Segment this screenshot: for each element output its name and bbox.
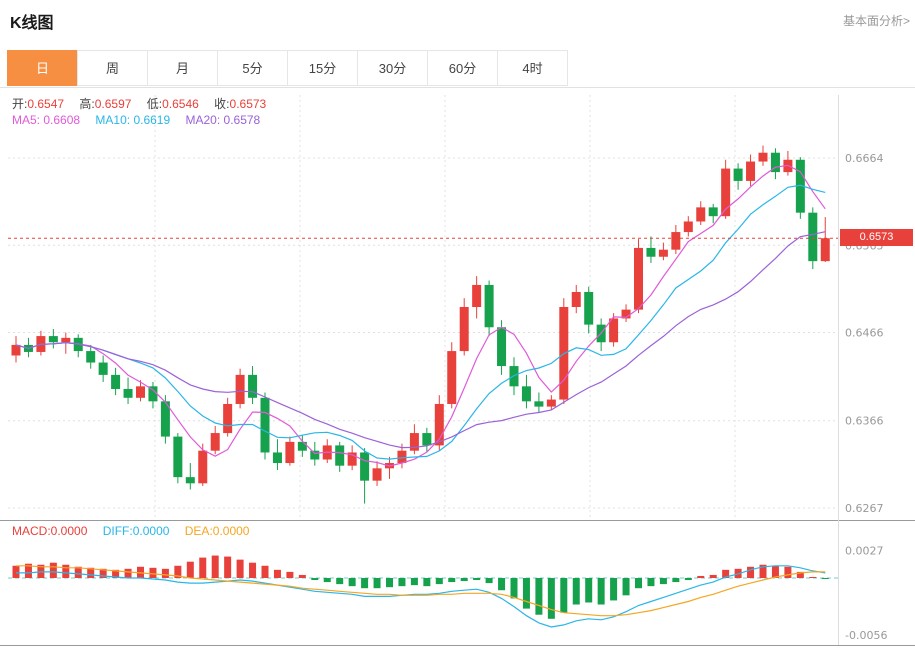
low-value: 0.6546	[162, 97, 199, 111]
dea-value: 0.0000	[212, 524, 250, 538]
open-label: 开:	[12, 97, 28, 111]
ma20-label: MA20:	[185, 113, 221, 127]
ma5-label: MA5:	[12, 113, 41, 127]
svg-text:-0.0056: -0.0056	[845, 629, 887, 642]
close-label: 收:	[214, 97, 230, 111]
tabbar-divider	[0, 87, 915, 88]
svg-text:0.6267: 0.6267	[845, 502, 884, 515]
current-price-tag: 0.6573	[840, 229, 913, 246]
tab-4hour[interactable]: 4时	[497, 50, 568, 86]
high-value: 0.6597	[94, 97, 132, 111]
tab-day[interactable]: 日	[7, 50, 78, 86]
ma20-value: 0.6578	[223, 113, 261, 127]
svg-text:0.6366: 0.6366	[845, 415, 884, 428]
open-value: 0.6547	[27, 97, 65, 111]
macd-readout: MACD:0.0000 DIFF:0.0000 DEA:0.0000	[12, 524, 249, 538]
page-title: K线图	[10, 15, 54, 32]
ma10-label: MA10:	[95, 113, 131, 127]
svg-text:0.6664: 0.6664	[845, 152, 884, 165]
low-label: 低:	[146, 97, 163, 111]
tab-5min[interactable]: 5分	[217, 50, 288, 86]
fundamental-analysis-link[interactable]: 基本面分析>	[842, 14, 910, 28]
page-header: K线图 基本面分析>	[0, 0, 915, 48]
ma5-value: 0.6608	[43, 113, 81, 127]
svg-text:0.0027: 0.0027	[845, 544, 884, 557]
tab-30min[interactable]: 30分	[357, 50, 428, 86]
high-label: 高:	[79, 97, 95, 111]
tab-month[interactable]: 月	[147, 50, 218, 86]
period-tabs: 日 周 月 5分 15分 30分 60分 4时	[7, 50, 568, 86]
ohlc-readout: 开:0.6547 高:0.6597 低:0.6546 收:0.6573	[12, 95, 266, 112]
tab-week[interactable]: 周	[77, 50, 148, 86]
macd-value: 0.0000	[50, 524, 88, 538]
dea-label: DEA:	[184, 524, 213, 538]
tab-60min[interactable]: 60分	[427, 50, 498, 86]
ma10-value: 0.6619	[133, 113, 171, 127]
tab-15min[interactable]: 15分	[287, 50, 358, 86]
macd-label: MACD:	[12, 524, 51, 538]
diff-value: 0.0000	[132, 524, 170, 538]
diff-label: DIFF:	[102, 524, 133, 538]
svg-text:0.6466: 0.6466	[845, 327, 884, 340]
close-value: 0.6573	[229, 97, 267, 111]
ma-readout: MA5: 0.6608 MA10: 0.6619 MA20: 0.6578	[12, 113, 260, 127]
